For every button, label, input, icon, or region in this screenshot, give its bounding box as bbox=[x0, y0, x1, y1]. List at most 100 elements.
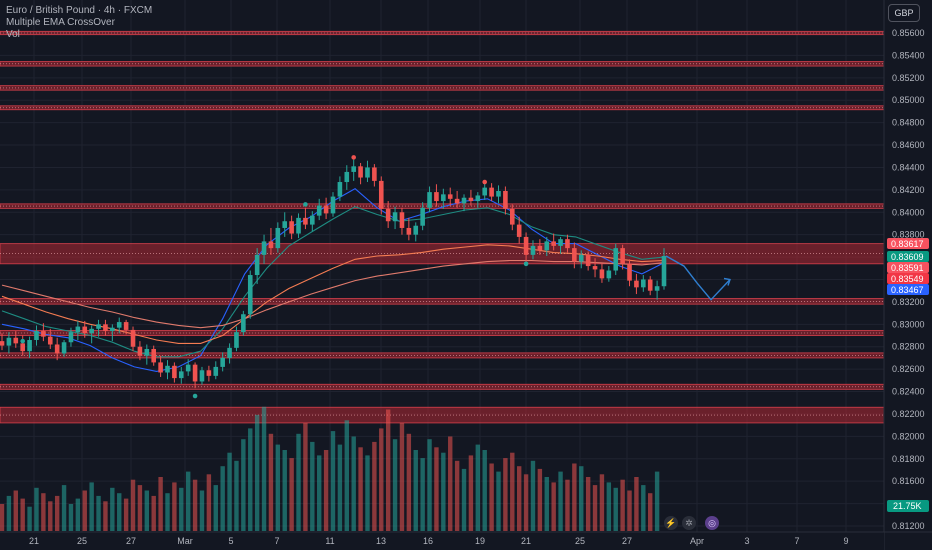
candle[interactable] bbox=[585, 251, 591, 271]
candle[interactable] bbox=[54, 337, 60, 361]
candle[interactable] bbox=[68, 327, 74, 347]
candle[interactable] bbox=[41, 323, 46, 342]
symbol-title[interactable]: Euro / British Pound · 4h · FXCM bbox=[6, 5, 153, 16]
candle[interactable] bbox=[434, 184, 439, 207]
candle[interactable] bbox=[185, 359, 191, 376]
signal-dot[interactable] bbox=[20, 338, 25, 344]
candle[interactable] bbox=[178, 366, 184, 384]
candle[interactable] bbox=[544, 236, 550, 256]
candle[interactable] bbox=[310, 211, 315, 232]
candle[interactable] bbox=[123, 319, 129, 335]
ema-line[interactable] bbox=[1, 259, 665, 329]
candle[interactable] bbox=[647, 276, 653, 296]
candle[interactable] bbox=[241, 310, 246, 336]
candle[interactable] bbox=[165, 360, 170, 380]
candle[interactable] bbox=[661, 248, 667, 290]
candle[interactable] bbox=[192, 362, 198, 389]
volume-badge[interactable]: 21.75K bbox=[887, 500, 929, 512]
candle[interactable] bbox=[578, 250, 584, 269]
signal-dot[interactable] bbox=[192, 393, 198, 399]
candle[interactable] bbox=[503, 186, 508, 215]
candle[interactable] bbox=[634, 273, 639, 295]
signal-dot[interactable] bbox=[303, 202, 308, 207]
candle[interactable] bbox=[116, 317, 122, 334]
candle[interactable] bbox=[227, 343, 232, 364]
candle[interactable] bbox=[406, 217, 412, 241]
signal-dot[interactable] bbox=[351, 155, 356, 160]
candle[interactable] bbox=[261, 234, 267, 264]
candle[interactable] bbox=[613, 243, 619, 276]
candle[interactable] bbox=[461, 194, 467, 212]
candle[interactable] bbox=[475, 192, 481, 208]
candle[interactable] bbox=[620, 244, 625, 270]
candle[interactable] bbox=[558, 236, 563, 254]
candle[interactable] bbox=[103, 319, 108, 336]
candle[interactable] bbox=[75, 320, 81, 341]
candle[interactable] bbox=[413, 222, 419, 242]
candle[interactable] bbox=[572, 242, 577, 269]
candle[interactable] bbox=[0, 333, 5, 351]
currency-button[interactable]: GBP bbox=[888, 4, 920, 22]
candle[interactable] bbox=[592, 258, 598, 278]
candle[interactable] bbox=[551, 233, 556, 251]
candle[interactable] bbox=[296, 213, 301, 239]
candle[interactable] bbox=[330, 192, 336, 217]
candle[interactable] bbox=[275, 222, 281, 253]
target-icon[interactable]: ◎ bbox=[705, 516, 719, 530]
candle[interactable] bbox=[27, 336, 32, 358]
candle[interactable] bbox=[351, 159, 356, 181]
candle[interactable] bbox=[130, 326, 136, 352]
time-axis[interactable]: 21 25 27 Mar 5 7 11 13 16 19 21 25 27 Apr 3 7 9 bbox=[29, 536, 849, 546]
signal-dot[interactable] bbox=[482, 179, 488, 185]
candle[interactable] bbox=[599, 263, 605, 283]
candle[interactable] bbox=[96, 319, 101, 337]
candle[interactable] bbox=[516, 216, 522, 244]
candle[interactable] bbox=[392, 206, 398, 230]
candle[interactable] bbox=[358, 162, 363, 185]
candle[interactable] bbox=[496, 185, 501, 204]
lightning-icon[interactable]: ⚡ bbox=[664, 516, 678, 530]
candle[interactable] bbox=[344, 165, 350, 190]
candle[interactable] bbox=[199, 366, 205, 385]
candle[interactable] bbox=[468, 189, 474, 206]
candle[interactable] bbox=[144, 344, 150, 365]
candle[interactable] bbox=[489, 183, 494, 202]
candle[interactable] bbox=[172, 362, 177, 383]
candle[interactable] bbox=[282, 212, 288, 237]
candle[interactable] bbox=[158, 355, 163, 377]
candle[interactable] bbox=[509, 204, 515, 231]
candle[interactable] bbox=[254, 248, 260, 284]
candle[interactable] bbox=[523, 232, 529, 262]
candle[interactable] bbox=[378, 176, 384, 215]
candle[interactable] bbox=[454, 190, 460, 208]
indicator-title[interactable]: Multiple EMA CrossOver bbox=[6, 17, 115, 28]
candle[interactable] bbox=[89, 325, 94, 344]
candle[interactable] bbox=[213, 361, 219, 380]
candle[interactable] bbox=[399, 207, 405, 235]
candle[interactable] bbox=[641, 275, 646, 292]
candle[interactable] bbox=[61, 340, 67, 357]
price-badge[interactable]: 0.83617 bbox=[887, 238, 929, 249]
candle[interactable] bbox=[337, 176, 343, 202]
candle[interactable] bbox=[565, 234, 570, 253]
candle[interactable] bbox=[303, 207, 308, 230]
candle[interactable] bbox=[441, 188, 446, 209]
candle[interactable] bbox=[316, 198, 322, 221]
candle[interactable] bbox=[420, 202, 425, 231]
candle[interactable] bbox=[606, 266, 612, 282]
projection-arrow[interactable] bbox=[665, 255, 731, 301]
candle[interactable] bbox=[537, 239, 543, 255]
price-badge[interactable]: 0.83591 bbox=[887, 262, 929, 273]
candle[interactable] bbox=[385, 201, 391, 228]
candle[interactable] bbox=[234, 326, 239, 352]
gear-icon[interactable]: ✲ bbox=[682, 516, 696, 530]
candle[interactable] bbox=[110, 324, 115, 342]
price-badge[interactable]: 0.83467 bbox=[887, 284, 929, 295]
candle[interactable] bbox=[206, 365, 212, 382]
candle[interactable] bbox=[427, 186, 432, 213]
signal-dot[interactable] bbox=[523, 261, 529, 267]
candle[interactable] bbox=[151, 345, 157, 366]
candle[interactable] bbox=[323, 197, 329, 219]
candle[interactable] bbox=[654, 280, 660, 300]
volume-title[interactable]: Vol bbox=[6, 29, 20, 40]
